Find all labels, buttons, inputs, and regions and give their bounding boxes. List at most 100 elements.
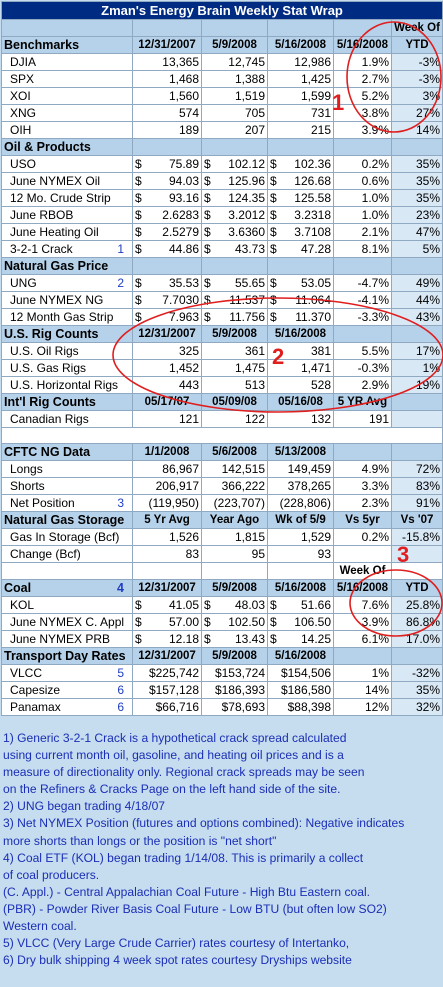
cell-value: 5/9/2008 <box>212 39 257 51</box>
row-label-cell: 12 Mo. Crude Strip <box>1 189 133 207</box>
row-label-cell: Change (Bcf) <box>1 545 133 563</box>
row-label-cell: June NYMEX NG <box>1 291 133 309</box>
value-cell: 1,468 <box>132 70 202 88</box>
value-cell: $93.16 <box>132 189 202 207</box>
row-label: 3-2-1 Crack <box>10 242 73 256</box>
value-cell: $186,580 <box>267 681 334 699</box>
footnote-marker: 3 <box>117 496 124 510</box>
cell-value: 102.12 <box>228 157 265 171</box>
currency-symbol: $ <box>270 615 277 629</box>
value-cell: 3.8% <box>333 104 392 122</box>
value-cell: -3% <box>391 53 443 71</box>
value-cell: 381 <box>267 342 334 360</box>
row-label-cell: Coal 4 <box>1 579 133 597</box>
cell-value: 142,515 <box>221 462 265 476</box>
value-cell: Vs '07 <box>391 511 443 529</box>
value-cell: 191 <box>333 410 392 428</box>
value-cell: $225,742 <box>132 664 202 682</box>
cell-value: 14.25 <box>300 632 331 646</box>
cell-value: 7.7030 <box>162 293 199 307</box>
value-cell: $157,128 <box>132 681 202 699</box>
value-cell: 5/16/2008 <box>267 36 334 54</box>
cell-value: -4.7% <box>357 276 389 290</box>
cell-value: 11.537 <box>229 293 265 307</box>
row-label: U.S. Oil Rigs <box>10 344 79 358</box>
row-label: SPX <box>10 72 35 86</box>
currency-symbol: $ <box>204 225 211 239</box>
row-label-cell: XNG <box>1 104 133 122</box>
cell-value: 91% <box>415 496 440 510</box>
currency-symbol: $ <box>270 276 277 290</box>
table-row: XNG 574 705 731 3.8% 27% <box>1 104 443 122</box>
value-cell: 86,967 <box>132 460 202 478</box>
table-row: Panamax 6 $66,716 $78,693 $88,398 12% 32% <box>1 698 443 716</box>
table-row: Canadian Rigs 121 122 132 191 <box>1 410 443 428</box>
cell-value: 5% <box>422 242 440 256</box>
row-label-cell: SPX <box>1 70 133 88</box>
footnote-line: 3) Net NYMEX Position (futures and optio… <box>3 816 405 831</box>
table-row: 12 Mo. Crude Strip $93.16 $124.35 $125.58 1.… <box>1 189 443 207</box>
row-label-cell: Longs <box>1 460 133 478</box>
value-cell: 5.2% <box>333 87 392 105</box>
cell-value: 125.96 <box>228 174 265 188</box>
row-label-cell: Natural Gas Price <box>1 257 133 275</box>
footnote-line: of coal producers. <box>3 867 100 882</box>
value-cell: 5/9/2008 <box>201 579 268 597</box>
row-label: June NYMEX PRB <box>10 632 111 646</box>
value-cell: $154,506 <box>267 664 334 682</box>
cell-value: 35% <box>415 157 440 171</box>
cell-value: -32% <box>411 666 440 680</box>
cell-value: $78,693 <box>221 700 265 714</box>
currency-symbol: $ <box>204 293 211 307</box>
currency-symbol: $ <box>135 310 142 324</box>
value-cell: -4.7% <box>333 274 392 292</box>
value-cell: 1.0% <box>333 206 392 224</box>
value-cell: -32% <box>391 664 443 682</box>
currency-symbol: $ <box>135 174 142 188</box>
row-label: Panamax <box>10 700 61 714</box>
value-cell: $126.68 <box>267 172 334 190</box>
table-row: June NYMEX Oil $94.03 $125.96 $126.68 0.6% 35… <box>1 172 443 190</box>
cell-value: 2.6283 <box>162 208 199 222</box>
value-cell <box>333 545 392 563</box>
cell-value: 1.0% <box>361 208 389 222</box>
value-cell: 443 <box>132 376 202 394</box>
value-cell: (228,806) <box>267 494 334 512</box>
cell-value: 14% <box>415 123 440 137</box>
cell-value: 207 <box>244 123 265 137</box>
value-cell <box>333 325 392 343</box>
value-cell: 43% <box>391 308 443 326</box>
value-cell: Wk of 5/9 <box>267 511 334 529</box>
value-cell: 1% <box>391 359 443 377</box>
footnote-line: using current month oil, gasoline, and h… <box>3 748 344 763</box>
value-cell: 142,515 <box>201 460 268 478</box>
cell-value: -3.3% <box>357 310 389 324</box>
cell-value: 14% <box>364 683 389 697</box>
value-cell <box>201 257 268 275</box>
table-row: Week Of <box>1 562 443 580</box>
row-label: Gas In Storage (Bcf) <box>10 530 120 544</box>
value-cell: $3.2318 <box>267 206 334 224</box>
value-cell: $57.00 <box>132 613 202 631</box>
row-label-cell: Oil & Products <box>1 138 133 156</box>
row-label: 12 Mo. Crude Strip <box>10 191 111 205</box>
cell-value: 17.0% <box>405 632 440 646</box>
value-cell <box>132 19 202 37</box>
value-cell: 47% <box>391 223 443 241</box>
value-cell: 95 <box>201 545 268 563</box>
cell-value: 361 <box>244 344 265 358</box>
value-cell: 12,986 <box>267 53 334 71</box>
cell-value: 3.7108 <box>294 225 331 239</box>
value-cell: 3.9% <box>333 613 392 631</box>
cell-value: $186,580 <box>280 683 331 697</box>
row-label: Canadian Rigs <box>10 412 89 426</box>
row-label-cell: 3-2-1 Crack 1 <box>1 240 133 258</box>
value-cell: -3% <box>391 70 443 88</box>
cell-value: 12.18 <box>168 632 199 646</box>
row-label-cell: Canadian Rigs <box>1 410 133 428</box>
row-label-cell: Gas In Storage (Bcf) <box>1 528 133 546</box>
value-cell: 366,222 <box>201 477 268 495</box>
cell-value: 83 <box>185 547 199 561</box>
row-label-cell <box>1 562 133 580</box>
cell-value: 3.8% <box>361 106 389 120</box>
